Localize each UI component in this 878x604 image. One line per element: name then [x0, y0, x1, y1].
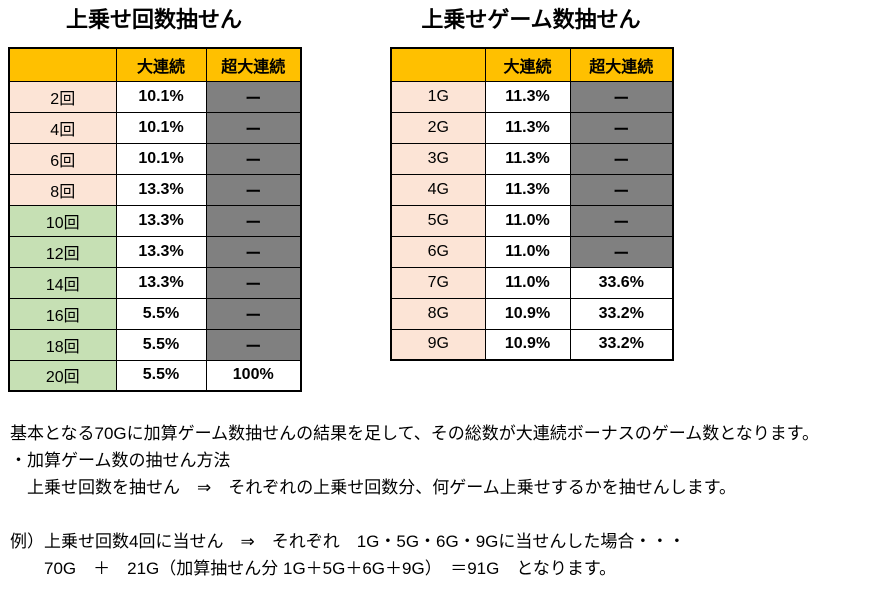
row-label-cell: 4G: [390, 173, 486, 206]
table-row: 9G 10.9% 33.2%: [390, 328, 674, 361]
row-label-cell: 2回: [8, 80, 117, 113]
row-label-cell: 6G: [390, 235, 486, 268]
column-header: 大連続: [484, 47, 571, 82]
chodai-rensoku-value-cell: ー: [569, 111, 674, 144]
example-line-1: 例）上乗せ回数4回に当せん ⇒ それぞれ 1G・5G・6G・9Gに当せんした場合…: [10, 532, 686, 551]
chodai-rensoku-value-cell: ー: [205, 111, 302, 144]
chodai-rensoku-value-cell: ー: [569, 173, 674, 206]
note-line-2: ・加算ゲーム数の抽せん方法: [10, 451, 231, 470]
row-label-cell: 14回: [8, 266, 117, 299]
dai-rensoku-value-cell: 10.9%: [484, 297, 571, 330]
dai-rensoku-value-cell: 11.0%: [484, 235, 571, 268]
dai-rensoku-value-cell: 10.9%: [484, 328, 571, 361]
row-label-cell: 1G: [390, 80, 486, 113]
table-row: 4回 10.1% ー: [8, 111, 302, 144]
chodai-rensoku-value-cell: ー: [569, 204, 674, 237]
kaisu-lottery-table: 大連続 超大連続 2回 10.1% ー 4回 10.1% ー 6回 10.1% ー 8回 13.3% ー 1…: [8, 47, 302, 392]
table-row: 1G 11.3% ー: [390, 80, 674, 113]
row-label-cell: 4回: [8, 111, 117, 144]
table-row: 2回 10.1% ー: [8, 80, 302, 113]
game-count-lottery-table: 大連続 超大連続 1G 11.3% ー 2G 11.3% ー 3G 11.3% ー 4G 11.3% ー 5…: [390, 47, 674, 361]
column-header: [8, 47, 117, 82]
row-label-cell: 7G: [390, 266, 486, 299]
chodai-rensoku-value-cell: ー: [569, 142, 674, 175]
example-line-2: 70G ＋ 21G（加算抽せん分 1G＋5G＋6G＋9G） ＝91G となります…: [10, 559, 617, 578]
column-header: [390, 47, 486, 82]
row-label-cell: 12回: [8, 235, 117, 268]
column-header: 大連続: [115, 47, 207, 82]
explanation-notes: 基本となる70Gに加算ゲーム数抽せんの結果を足して、その総数が大連続ボーナスのゲ…: [10, 420, 876, 582]
header-row: 大連続 超大連続: [8, 47, 302, 82]
table-row: 10回 13.3% ー: [8, 204, 302, 237]
row-label-cell: 8回: [8, 173, 117, 206]
row-label-cell: 18回: [8, 328, 117, 361]
row-label-cell: 9G: [390, 328, 486, 361]
dai-rensoku-value-cell: 11.0%: [484, 204, 571, 237]
table-row: 18回 5.5% ー: [8, 328, 302, 361]
dai-rensoku-value-cell: 5.5%: [115, 297, 207, 330]
dai-rensoku-value-cell: 13.3%: [115, 173, 207, 206]
row-label-cell: 5G: [390, 204, 486, 237]
game-count-table-title: 上乗せゲーム数抽せん: [421, 7, 641, 32]
chodai-rensoku-value-cell: 33.2%: [569, 328, 674, 361]
dai-rensoku-value-cell: 5.5%: [115, 359, 207, 392]
table-row: 20回 5.5% 100%: [8, 359, 302, 392]
dai-rensoku-value-cell: 11.3%: [484, 142, 571, 175]
chodai-rensoku-value-cell: 33.6%: [569, 266, 674, 299]
table-row: 6回 10.1% ー: [8, 142, 302, 175]
dai-rensoku-value-cell: 10.1%: [115, 80, 207, 113]
dai-rensoku-value-cell: 13.3%: [115, 235, 207, 268]
column-header: 超大連続: [569, 47, 674, 82]
chodai-rensoku-value-cell: ー: [205, 204, 302, 237]
chodai-rensoku-value-cell: ー: [205, 266, 302, 299]
row-label-cell: 8G: [390, 297, 486, 330]
table-row: 16回 5.5% ー: [8, 297, 302, 330]
row-label-cell: 20回: [8, 359, 117, 392]
kaisu-lottery-section: 上乗せ回数抽せん 大連続 超大連続 2回 10.1% ー 4回 10.1% ー 6回 10.1% ー…: [8, 6, 302, 392]
chodai-rensoku-value-cell: ー: [205, 235, 302, 268]
dai-rensoku-value-cell: 11.3%: [484, 111, 571, 144]
note-line-3: 上乗せ回数を抽せん ⇒ それぞれの上乗せ回数分、何ゲーム上乗せするかを抽せんしま…: [10, 478, 737, 497]
table-row: 6G 11.0% ー: [390, 235, 674, 268]
dai-rensoku-value-cell: 13.3%: [115, 204, 207, 237]
table-row: 8回 13.3% ー: [8, 173, 302, 206]
table-row: 5G 11.0% ー: [390, 204, 674, 237]
row-label-cell: 6回: [8, 142, 117, 175]
table-row: 7G 11.0% 33.6%: [390, 266, 674, 299]
chodai-rensoku-value-cell: ー: [205, 142, 302, 175]
dai-rensoku-value-cell: 11.0%: [484, 266, 571, 299]
header-row: 大連続 超大連続: [390, 47, 674, 82]
dai-rensoku-value-cell: 11.3%: [484, 80, 571, 113]
chodai-rensoku-value-cell: 100%: [205, 359, 302, 392]
row-label-cell: 10回: [8, 204, 117, 237]
table-row: 3G 11.3% ー: [390, 142, 674, 175]
chodai-rensoku-value-cell: ー: [205, 80, 302, 113]
chodai-rensoku-value-cell: ー: [205, 297, 302, 330]
row-label-cell: 3G: [390, 142, 486, 175]
column-header: 超大連続: [205, 47, 302, 82]
table-row: 4G 11.3% ー: [390, 173, 674, 206]
dai-rensoku-value-cell: 5.5%: [115, 328, 207, 361]
dai-rensoku-value-cell: 10.1%: [115, 142, 207, 175]
row-label-cell: 16回: [8, 297, 117, 330]
table-row: 8G 10.9% 33.2%: [390, 297, 674, 330]
table-row: 12回 13.3% ー: [8, 235, 302, 268]
note-line-1: 基本となる70Gに加算ゲーム数抽せんの結果を足して、その総数が大連続ボーナスのゲ…: [10, 424, 820, 443]
chodai-rensoku-value-cell: 33.2%: [569, 297, 674, 330]
dai-rensoku-value-cell: 10.1%: [115, 111, 207, 144]
dai-rensoku-value-cell: 13.3%: [115, 266, 207, 299]
table-row: 2G 11.3% ー: [390, 111, 674, 144]
row-label-cell: 2G: [390, 111, 486, 144]
chodai-rensoku-value-cell: ー: [569, 80, 674, 113]
chodai-rensoku-value-cell: ー: [205, 328, 302, 361]
table-row: 14回 13.3% ー: [8, 266, 302, 299]
chodai-rensoku-value-cell: ー: [205, 173, 302, 206]
chodai-rensoku-value-cell: ー: [569, 235, 674, 268]
kaisu-table-title: 上乗せ回数抽せん: [65, 7, 242, 32]
dai-rensoku-value-cell: 11.3%: [484, 173, 571, 206]
game-count-lottery-section: 上乗せゲーム数抽せん 大連続 超大連続 1G 11.3% ー 2G 11.3% ー 3G 11.3…: [390, 6, 674, 361]
